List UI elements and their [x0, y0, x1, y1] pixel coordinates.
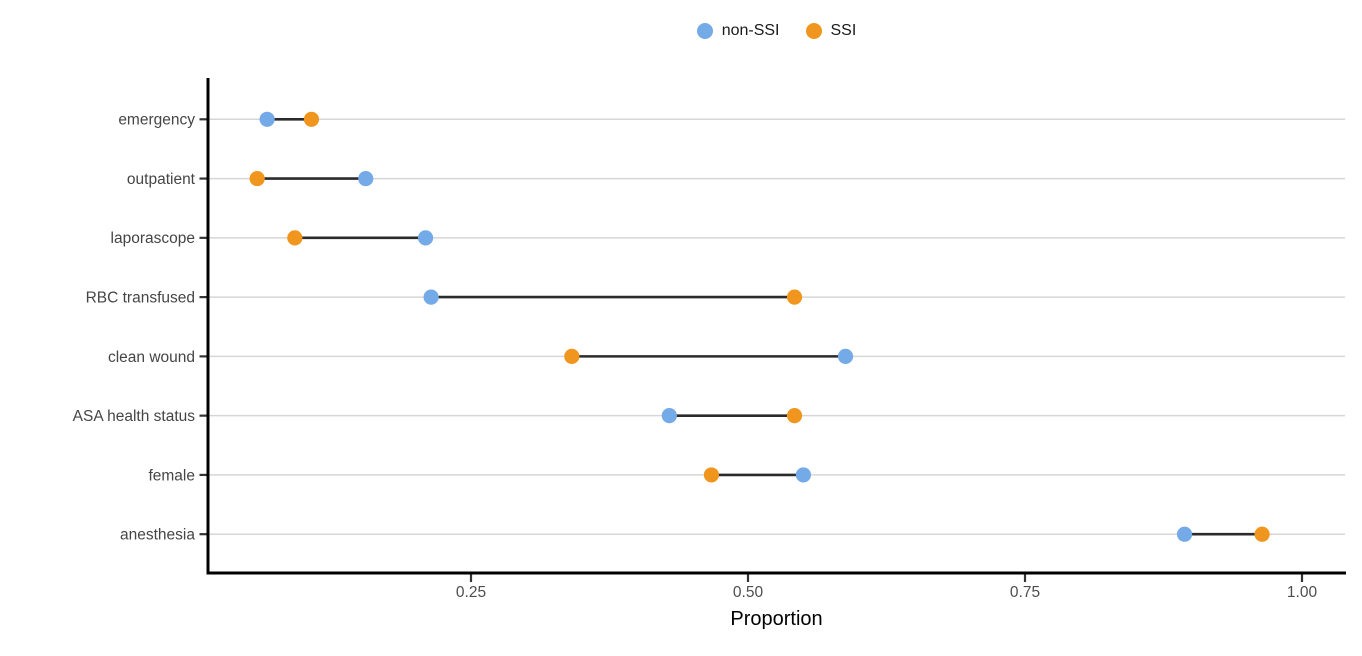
x-tick-label: 0.25: [456, 584, 486, 601]
data-point-non-ssi: [423, 289, 439, 305]
data-point-ssi: [249, 170, 265, 187]
category-label: outpatient: [127, 171, 196, 188]
category-label: clean wound: [108, 349, 195, 366]
category-label: ASA health status: [73, 408, 196, 425]
category-label: female: [148, 467, 195, 484]
chart-legend: non-SSI SSI: [208, 20, 1345, 42]
data-point-non-ssi: [1176, 526, 1193, 542]
x-tick-label: 0.75: [1010, 584, 1040, 601]
data-point-ssi: [1254, 526, 1270, 542]
category-label: anesthesia: [120, 527, 195, 544]
data-point-non-ssi: [259, 111, 275, 127]
legend-marker-non-ssi-icon: [696, 23, 713, 39]
data-point-non-ssi: [417, 230, 434, 246]
data-point-non-ssi: [837, 348, 854, 364]
category-label: RBC transfused: [86, 290, 195, 307]
x-tick-label: 1.00: [1287, 584, 1318, 601]
x-tick-label: 0.50: [733, 584, 764, 601]
legend-item-ssi: SSI: [805, 22, 857, 40]
legend-marker-ssi-icon: [805, 23, 822, 39]
legend-label-non-ssi: non-SSI: [721, 22, 780, 39]
data-point-ssi: [786, 408, 803, 424]
category-label: emergency: [118, 112, 195, 129]
data-point-ssi: [303, 111, 320, 127]
category-label: laporascope: [111, 230, 195, 247]
data-point-ssi: [703, 467, 720, 483]
data-point-non-ssi: [795, 467, 812, 483]
data-point-ssi: [786, 289, 803, 305]
data-point-non-ssi: [358, 170, 374, 187]
data-point-non-ssi: [661, 408, 677, 424]
data-point-ssi: [564, 348, 580, 364]
legend-item-non-ssi: non-SSI: [696, 22, 780, 40]
data-point-ssi: [287, 230, 303, 246]
legend-label-ssi: SSI: [830, 22, 857, 39]
x-axis-title: Proportion: [730, 608, 823, 630]
